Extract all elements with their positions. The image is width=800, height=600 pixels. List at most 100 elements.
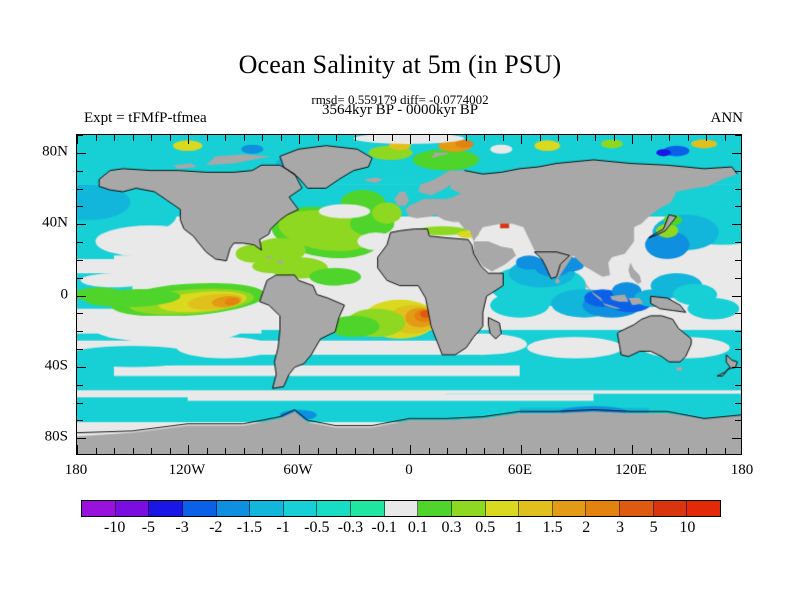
x-axis-tick [225,448,226,454]
x-axis-tick [724,135,726,141]
x-axis-tick [558,448,559,454]
colorbar-tick-label: 1 [514,519,523,536]
x-axis-label: 120E [615,462,647,478]
x-axis-tick [465,448,467,454]
colorbar-tick-label: -0.3 [337,519,364,536]
colorbar-tick-label: 1.5 [542,519,563,536]
x-axis-tick [521,135,522,144]
x-axis-tick [447,448,448,454]
x-axis-tick [354,448,356,454]
y-axis-label: 40N [42,214,68,231]
x-axis-tick [724,448,726,454]
x-axis-label: 60W [283,462,313,478]
x-axis-tick [706,135,707,141]
x-axis-tick [576,135,578,141]
y-axis-tick [77,349,83,350]
x-axis-tick [632,135,633,144]
x-axis-tick [373,448,374,454]
colorbar-swatch [82,501,116,516]
colorbar-swatch [586,501,620,516]
y-axis-tick [735,277,741,279]
y-axis-tick [77,152,86,154]
x-axis-tick [613,135,615,141]
y-axis-tick [732,295,741,297]
x-axis-tick [114,448,115,454]
colorbar-swatch [182,501,217,516]
y-axis-tick [77,242,83,243]
colorbar-tick-label: 2 [582,519,591,536]
x-axis-tick [280,448,282,454]
y-axis-tick [77,188,83,190]
y-axis-tick [735,170,741,172]
page-title: Ocean Salinity at 5m (in PSU) [238,50,562,79]
x-axis-tick [77,445,78,454]
y-axis-tick [732,224,741,226]
y-axis-tick [732,366,741,368]
x-axis-tick [558,135,559,141]
y-axis-tick [77,402,83,404]
x-axis-tick [225,135,226,141]
x-axis-tick [687,135,689,141]
y-axis-tick [735,259,741,261]
x-axis-tick [502,135,504,141]
y-axis-tick [77,135,83,136]
x-axis-tick [539,448,541,454]
season-label: ANN [710,110,744,126]
colorbar-swatch [115,501,150,516]
x-axis-tick [77,135,78,144]
x-axis-tick [595,448,596,454]
colorbar-tick-label: 10 [679,519,696,536]
colorbar-swatch [687,501,720,516]
colorbar-swatch [317,501,351,516]
x-axis-tick [428,135,430,141]
colorbar-tick-label: 0.3 [441,519,462,536]
y-axis-label: 80N [42,143,68,160]
colorbar-tick-label: -0.5 [304,519,330,536]
x-axis-tick [243,135,245,141]
y-axis-tick [735,420,741,422]
x-axis-tick [151,448,152,454]
x-axis-tick [650,135,652,141]
x-axis-tick [391,135,393,141]
x-axis-tick [502,448,504,454]
x-axis-tick [169,135,171,141]
y-axis-tick [77,277,83,279]
y-axis-tick [77,366,86,368]
x-axis-tick [354,135,356,141]
x-axis-tick [391,448,393,454]
y-axis-tick [735,384,741,386]
colorbar-tick-label: -10 [104,519,126,536]
colorbar-tick-labels: -10 -5 -3 -2 -1.5 -1 -0.5 -0.3 -0.1 0.1 0.3 0.5 1 1.5… [81,519,721,541]
x-axis-tick [188,135,189,144]
x-axis-tick [132,448,134,454]
colorbar-tick-label: -3 [175,519,189,536]
y-axis-tick [735,206,741,208]
colorbar-tick-label: -2 [209,519,223,536]
x-axis-label: 180 [730,462,754,478]
colorbar-swatch [149,501,183,516]
y-axis-tick [77,259,83,261]
x-axis-label: 180 [64,462,88,478]
x-axis-tick [484,135,485,141]
y-axis-tick [735,135,741,136]
x-axis-tick [336,135,337,141]
y-axis-tick [77,438,86,440]
y-axis-tick [77,384,83,386]
x-axis-tick [595,135,596,141]
y-axis-tick [77,206,83,208]
x-axis-tick [188,445,189,454]
x-axis-label: 60E [507,462,533,478]
x-axis-tick [132,135,134,141]
colorbar-tick-label: 5 [649,519,658,536]
colorbar [81,500,721,517]
x-axis-tick [169,448,171,454]
x-axis-tick [687,448,689,454]
colorbar-tick-label: -0.1 [371,519,397,536]
colorbar-swatch [384,501,419,516]
x-axis-tick [206,448,208,454]
y-axis-tick [77,295,86,297]
y-axis-tick [732,152,741,154]
y-axis-tick [77,313,83,315]
colorbar-tick-label: -5 [141,519,156,536]
x-axis-tick [521,445,522,454]
